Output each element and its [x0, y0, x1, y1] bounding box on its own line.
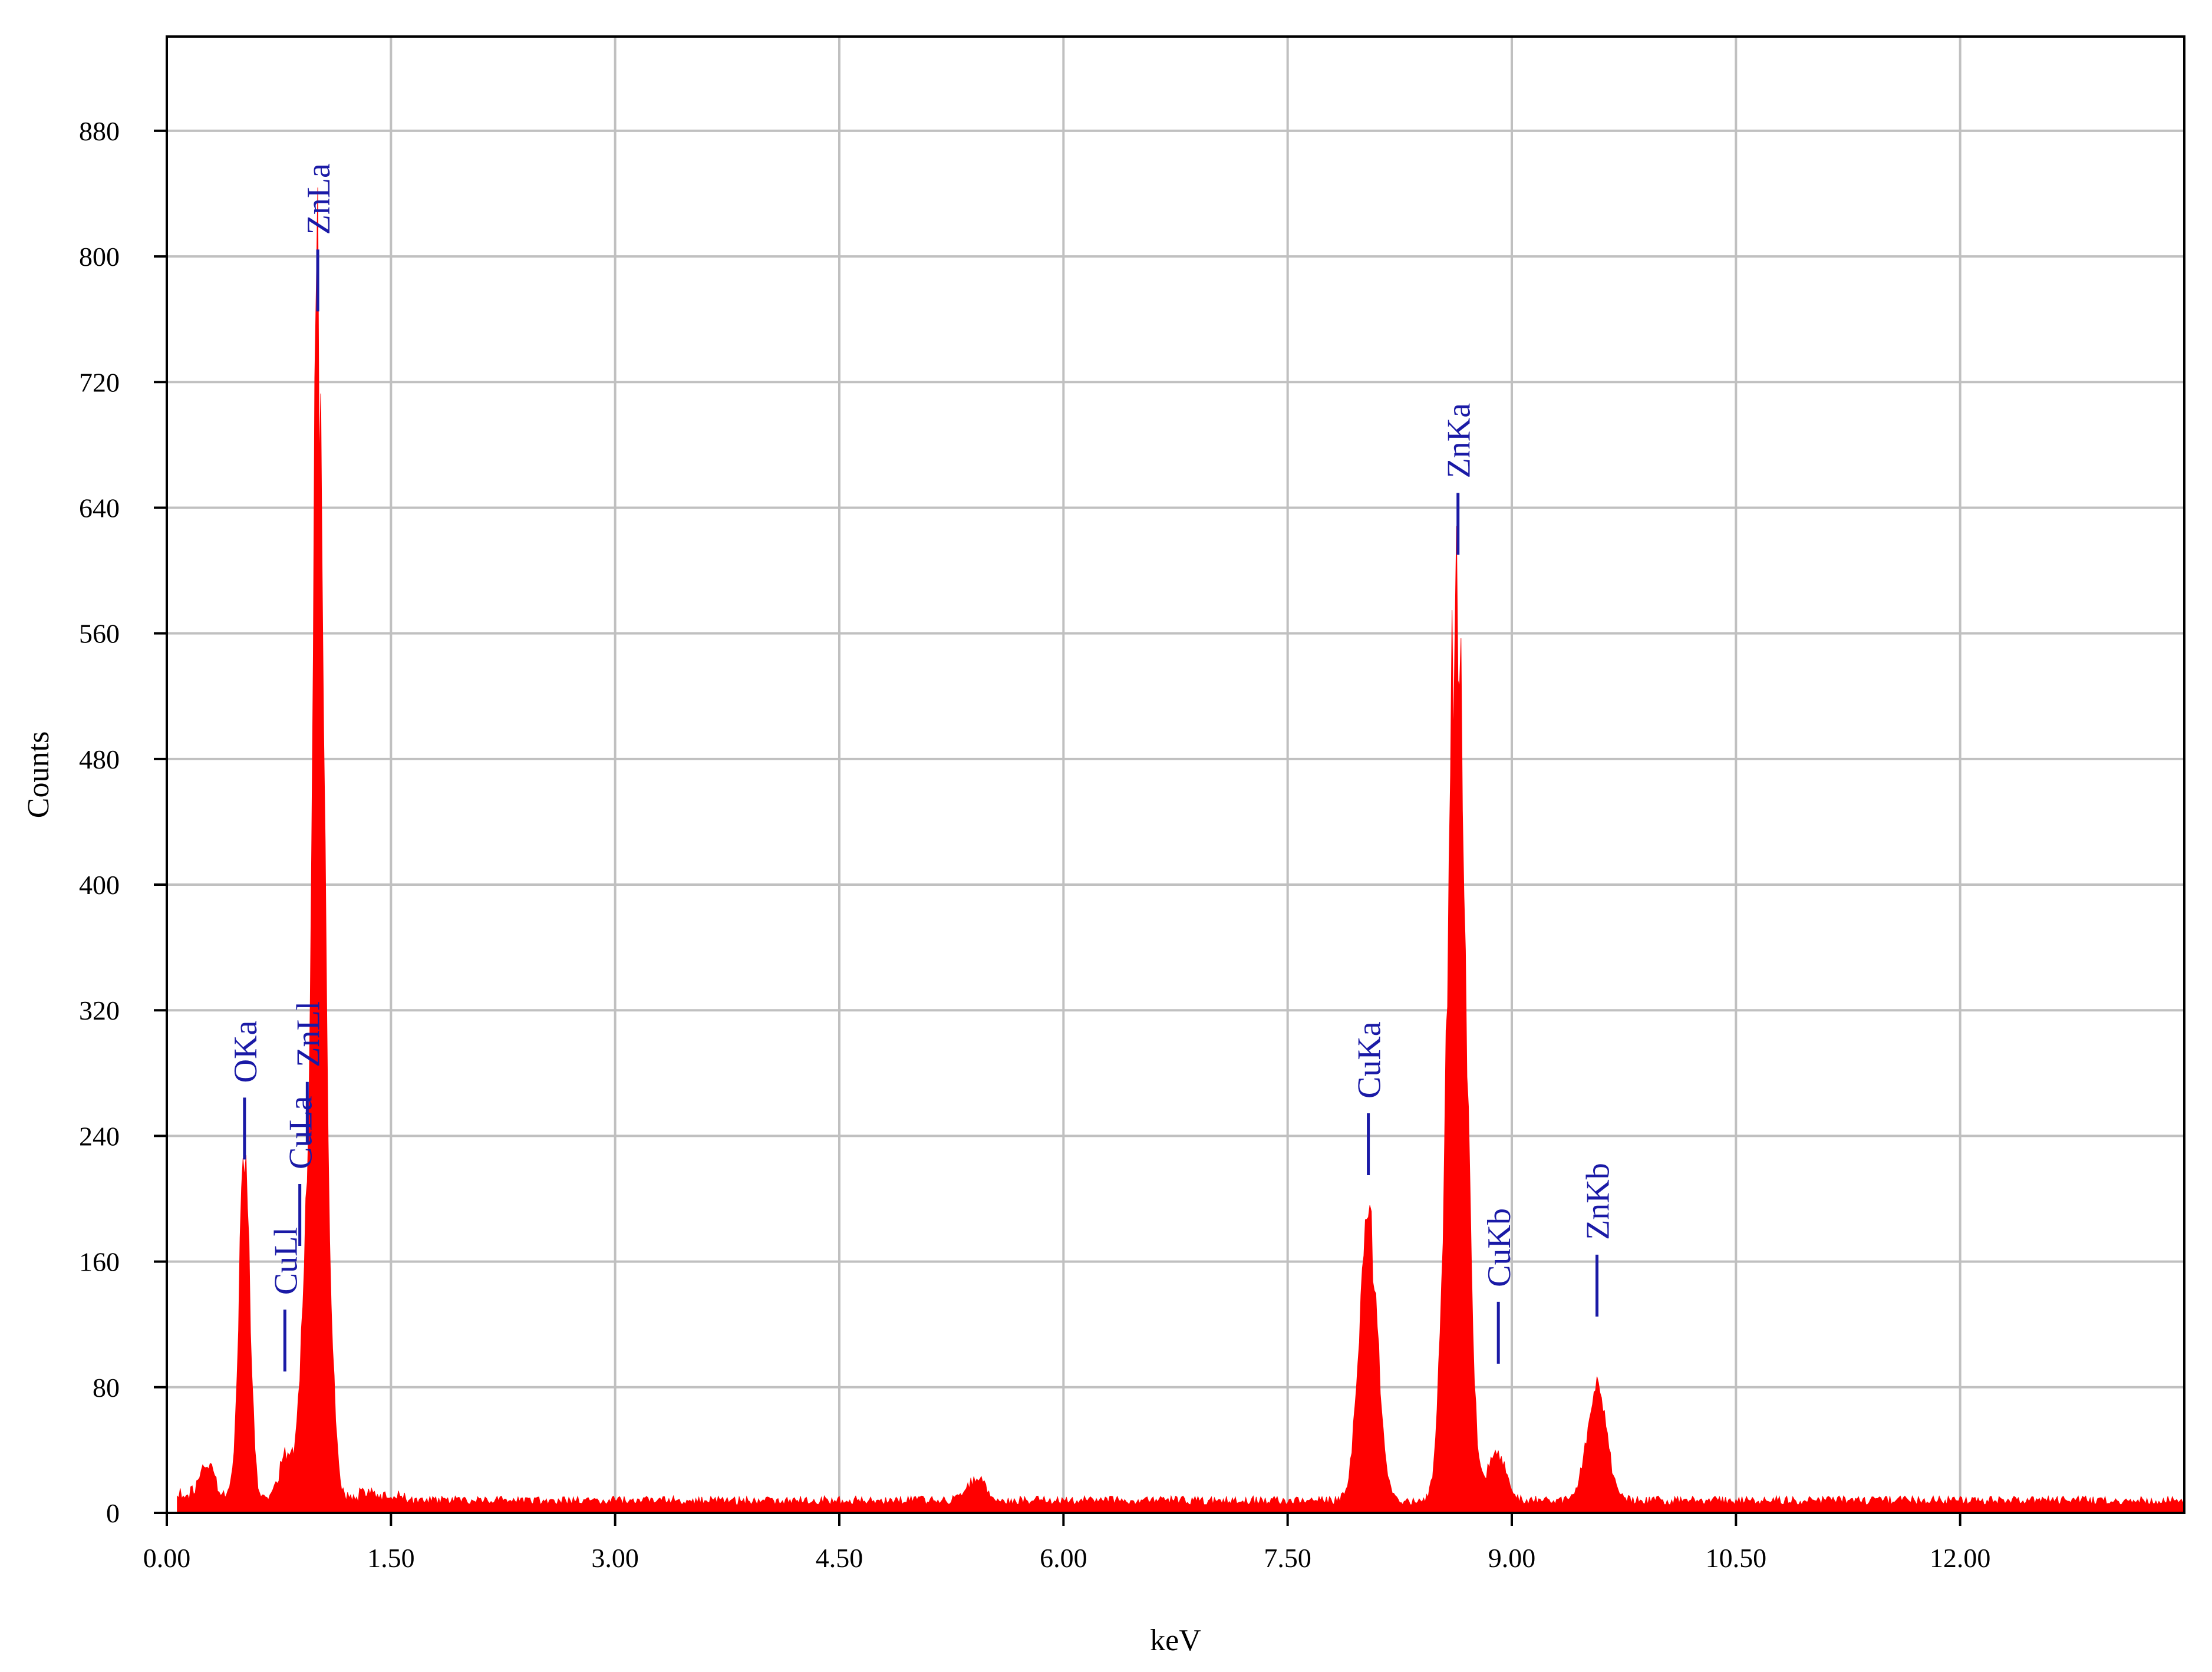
y-axis-label: Counts: [22, 731, 55, 818]
peak-label: CuLl: [268, 1227, 304, 1295]
y-tick-label: 80: [93, 1373, 120, 1403]
y-tick-label: 160: [79, 1247, 120, 1277]
peak-label: ZnLl: [290, 1001, 327, 1067]
x-tick-label: 7.50: [1264, 1543, 1311, 1573]
peak-label: ZnKa: [1441, 403, 1478, 479]
peak-label: OKa: [228, 1021, 264, 1083]
peak-annotations: OKa CuLl CuLa ZnLl ZnLa CuKa ZnKa CuKb ZnKb: [228, 163, 1617, 1372]
x-tick-label: 3.00: [591, 1543, 639, 1573]
peak-label: CuKa: [1351, 1021, 1388, 1099]
x-axis-label: keV: [1150, 1624, 1201, 1657]
peak-label: ZnLa: [301, 163, 337, 235]
plot-frame: [166, 35, 2185, 1514]
x-tick-label: 4.50: [816, 1543, 863, 1573]
y-tick-label: 320: [79, 995, 120, 1025]
x-axis-ticks: 0.00 1.50 3.00 4.50 6.00 7.50 9.00 10.50 12.00: [143, 1513, 1991, 1573]
x-tick-label: 9.00: [1488, 1543, 1536, 1573]
y-tick-label: 640: [79, 493, 120, 523]
x-tick-label: 6.00: [1040, 1543, 1087, 1573]
x-tick-label: 0.00: [143, 1543, 191, 1573]
peak-label: CuLa: [283, 1096, 319, 1169]
y-tick-label: 880: [79, 116, 120, 146]
peak-label: ZnKb: [1580, 1163, 1617, 1240]
spectrum-area: [177, 187, 2185, 1513]
y-tick-label: 240: [79, 1121, 120, 1151]
x-tick-label: 1.50: [367, 1543, 415, 1573]
y-tick-label: 400: [79, 870, 120, 900]
y-axis-ticks: 0 80 160 240 320 400 480 560 640 720 800 880: [79, 116, 167, 1528]
x-tick-label: 10.50: [1706, 1543, 1767, 1573]
y-tick-label: 480: [79, 744, 120, 774]
x-tick-label: 12.00: [1930, 1543, 1991, 1573]
y-tick-label: 560: [79, 619, 120, 649]
peak-label: CuKb: [1481, 1208, 1518, 1287]
spectrum-fill: [177, 187, 2185, 1513]
y-tick-label: 720: [79, 367, 120, 397]
y-tick-label: 0: [106, 1498, 120, 1528]
y-tick-label: 800: [79, 242, 120, 272]
grid-lines: [167, 37, 2184, 1513]
